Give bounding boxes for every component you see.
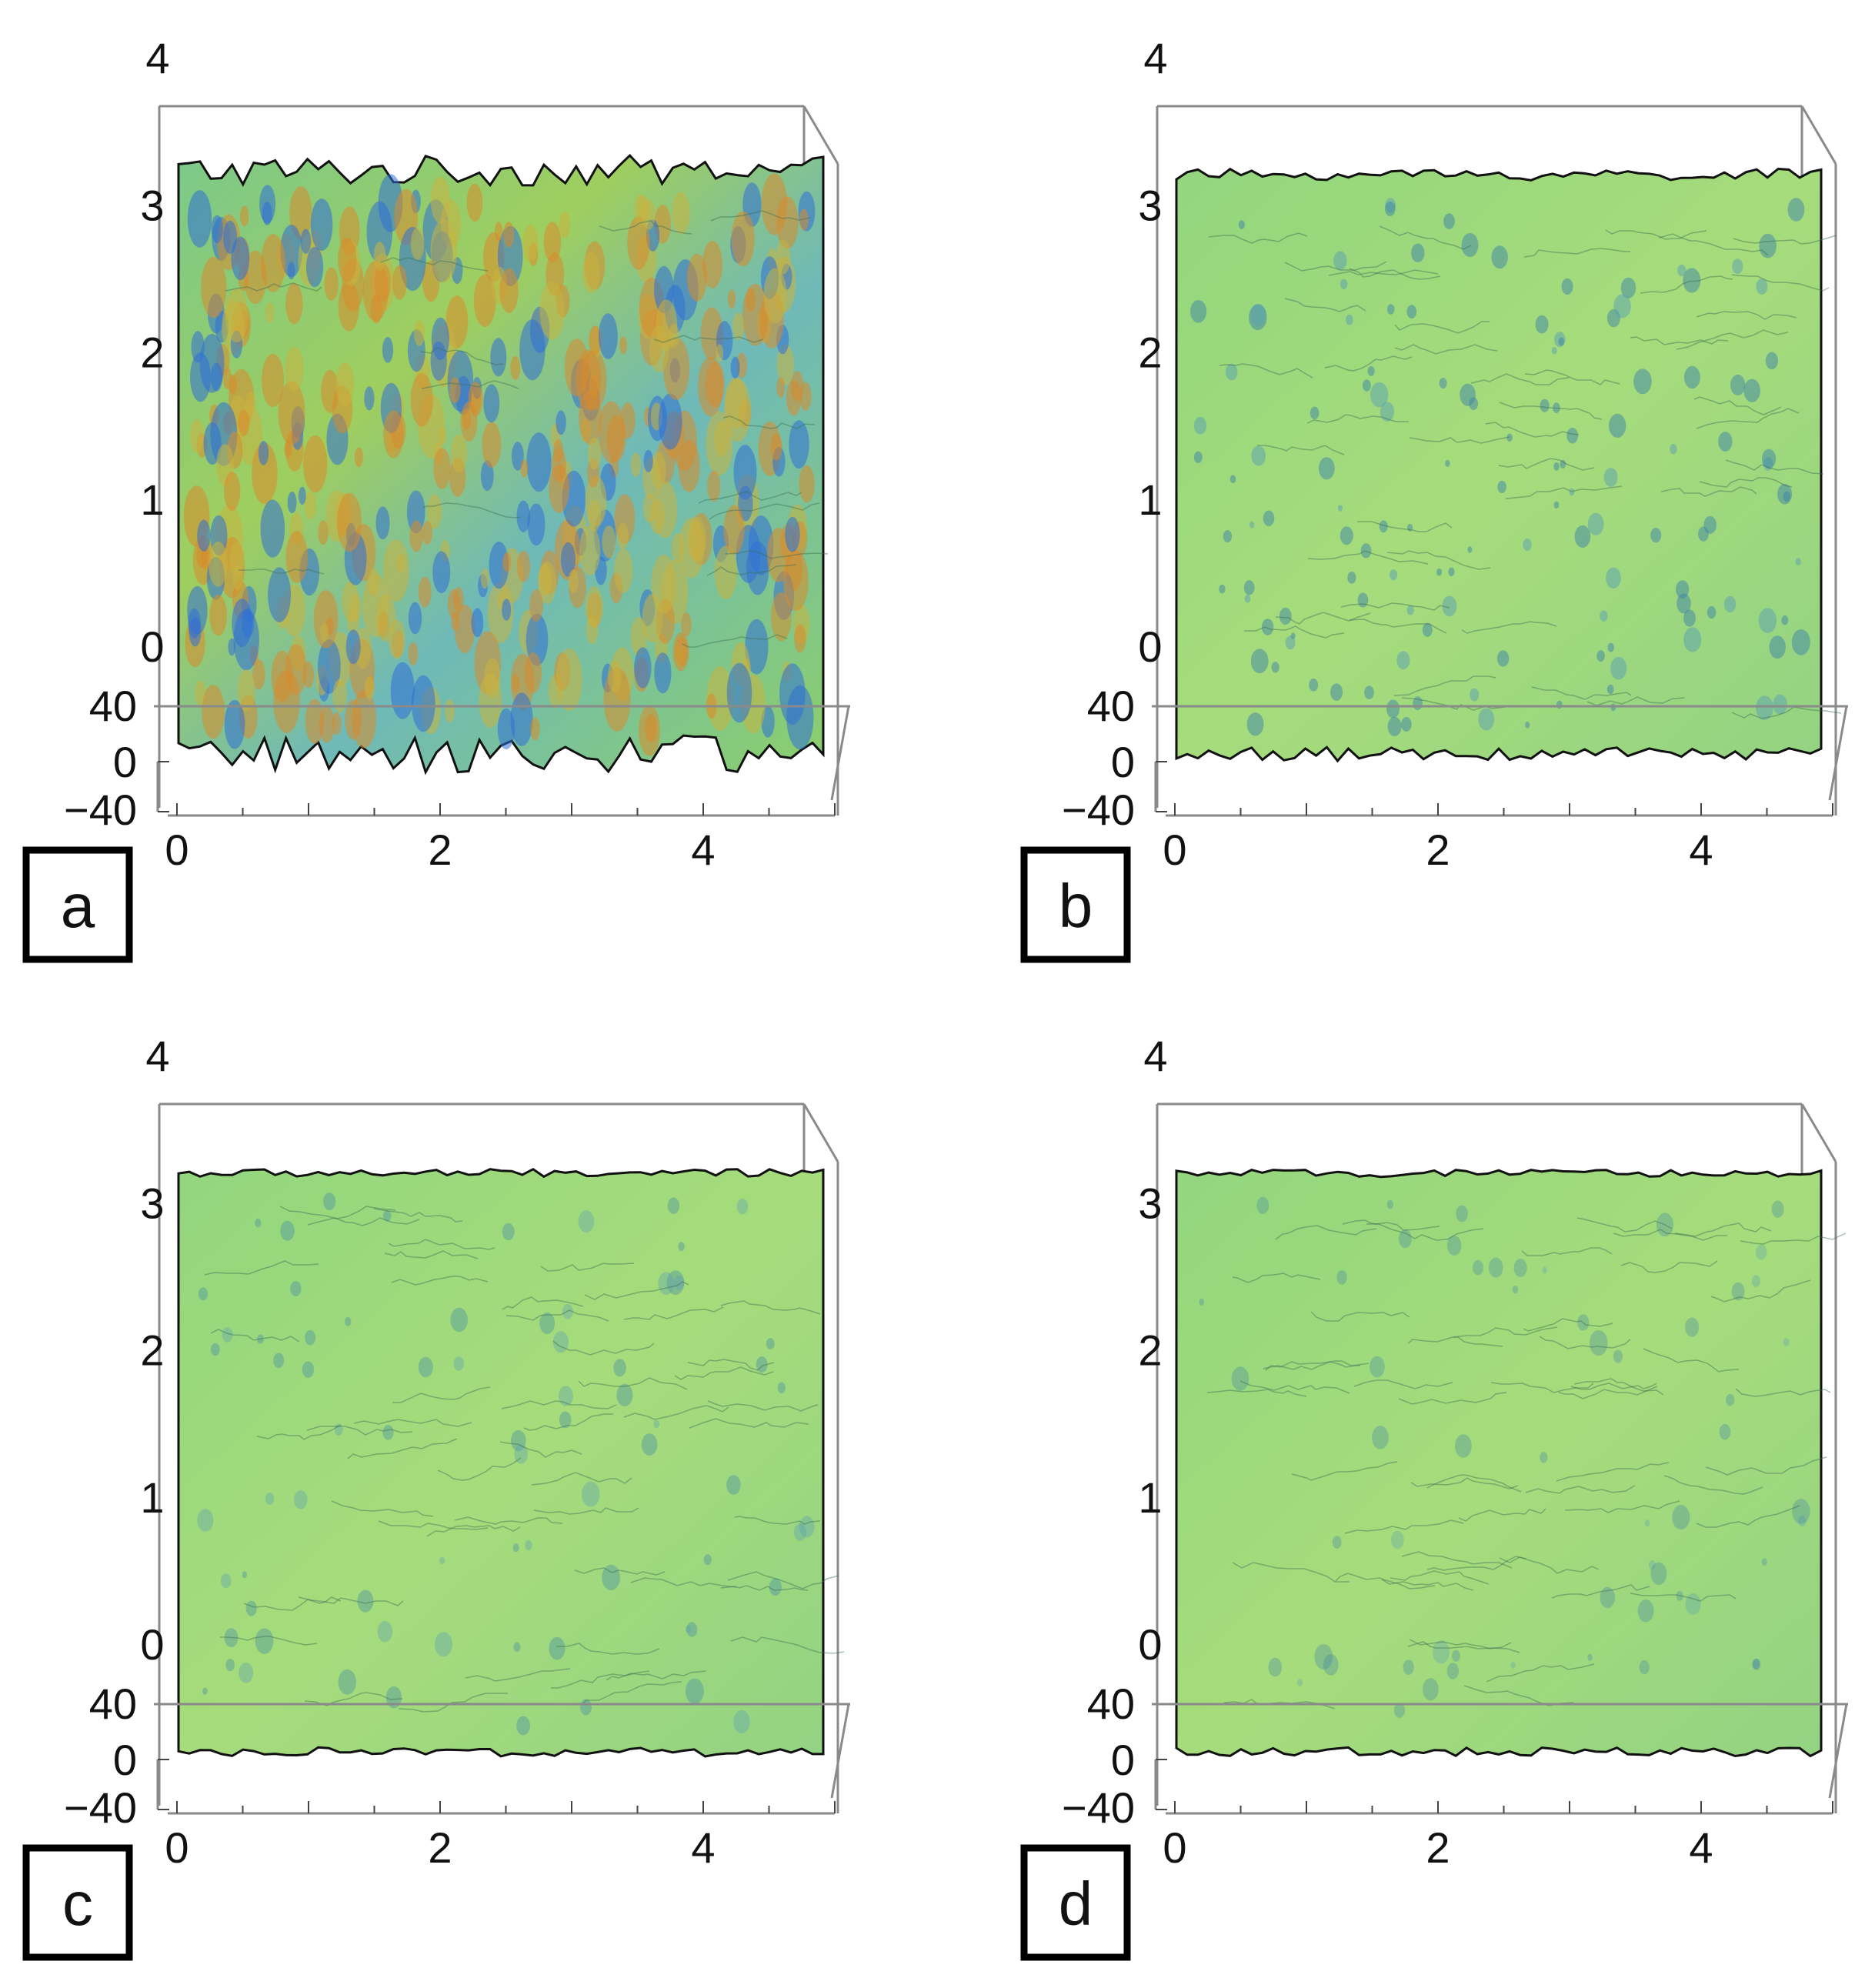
panel-letter: d [1059, 1870, 1093, 1938]
panel-letter: b [1059, 872, 1093, 940]
x-axis: 0 2 4 [1163, 803, 1833, 874]
z-tick-label: −40 [1062, 786, 1135, 834]
z-axis: 40 0−40 [64, 682, 169, 834]
y-axis: 0 1 2 3 4 [1138, 34, 1167, 671]
z-tick-label: 0 [113, 738, 137, 786]
x-tick-label: 4 [1689, 826, 1713, 874]
y-tick-label: 2 [140, 1326, 164, 1375]
y-tick-label: 1 [1138, 1473, 1162, 1522]
y-tick-label: 0 [140, 1620, 164, 1669]
z-tick-label: −40 [64, 786, 137, 834]
surface-texture [197, 1192, 845, 1736]
x-axis: 0 2 4 [1163, 1801, 1833, 1872]
z-tick-label: 0 [113, 1736, 137, 1784]
y-tick-label: 0 [1138, 622, 1162, 671]
z-axis: 40 0−40 [64, 1679, 169, 1832]
y-tick-label: 2 [1138, 329, 1162, 377]
panel-label-d: d [1020, 1844, 1131, 1961]
x-axis: 0 2 4 [165, 803, 836, 874]
x-tick-label: 2 [1426, 826, 1450, 874]
surface-texture [183, 173, 829, 756]
x-tick-label: 2 [428, 826, 452, 874]
surface-texture [1199, 1196, 1847, 1718]
y-tick-label: 1 [140, 1473, 164, 1522]
z-tick-label: 40 [89, 1679, 137, 1728]
surface-texture [1190, 198, 1842, 736]
y-tick-label: 4 [145, 34, 169, 82]
panel-letter: c [62, 1870, 93, 1938]
surface [177, 1167, 825, 1758]
x-tick-label: 2 [428, 1823, 452, 1872]
z-axis: 40 0−40 [1062, 1679, 1167, 1832]
y-tick-label: 3 [1138, 181, 1162, 229]
z-tick-label: 40 [1087, 1679, 1135, 1728]
panel-label-a: a [22, 846, 133, 963]
x-axis: 0 2 4 [165, 1801, 836, 1872]
y-tick-label: 3 [140, 181, 164, 229]
z-tick-label: 0 [1111, 1736, 1135, 1784]
surface [1175, 167, 1823, 763]
y-tick-label: 3 [1138, 1179, 1162, 1227]
y-tick-label: 4 [1143, 34, 1167, 82]
y-tick-label: 2 [1138, 1326, 1162, 1375]
y-axis: 0 1 2 3 4 [140, 1032, 169, 1669]
panel-label-c: c [22, 1844, 133, 1961]
x-tick-label: 4 [1689, 1823, 1713, 1872]
y-axis: 0 1 2 3 4 [140, 34, 169, 671]
panel-label-b: b [1020, 846, 1131, 963]
y-tick-label: 0 [1138, 1620, 1162, 1669]
y-tick-label: 3 [140, 1179, 164, 1227]
z-tick-label: −40 [1062, 1783, 1135, 1832]
y-tick-label: 1 [140, 475, 164, 524]
z-tick-label: 40 [89, 682, 137, 730]
y-tick-label: 4 [145, 1032, 169, 1080]
surface [1175, 1169, 1823, 1758]
panel-letter: a [61, 872, 95, 940]
x-tick-label: 4 [691, 1823, 715, 1872]
x-tick-label: 4 [691, 826, 715, 874]
x-tick-label: 2 [1426, 1823, 1450, 1872]
x-tick-label: 0 [165, 826, 189, 874]
z-tick-label: 0 [1111, 738, 1135, 786]
y-tick-label: 2 [140, 329, 164, 377]
x-tick-label: 0 [1163, 826, 1186, 874]
x-tick-label: 0 [165, 1823, 189, 1872]
x-tick-label: 0 [1163, 1823, 1186, 1872]
y-tick-label: 0 [140, 622, 164, 671]
z-axis: 40 0−40 [1062, 682, 1167, 834]
z-tick-label: −40 [64, 1783, 137, 1832]
y-axis: 0 1 2 3 4 [1138, 1032, 1167, 1669]
y-tick-label: 4 [1143, 1032, 1167, 1080]
y-tick-label: 1 [1138, 475, 1162, 524]
z-tick-label: 40 [1087, 682, 1135, 730]
